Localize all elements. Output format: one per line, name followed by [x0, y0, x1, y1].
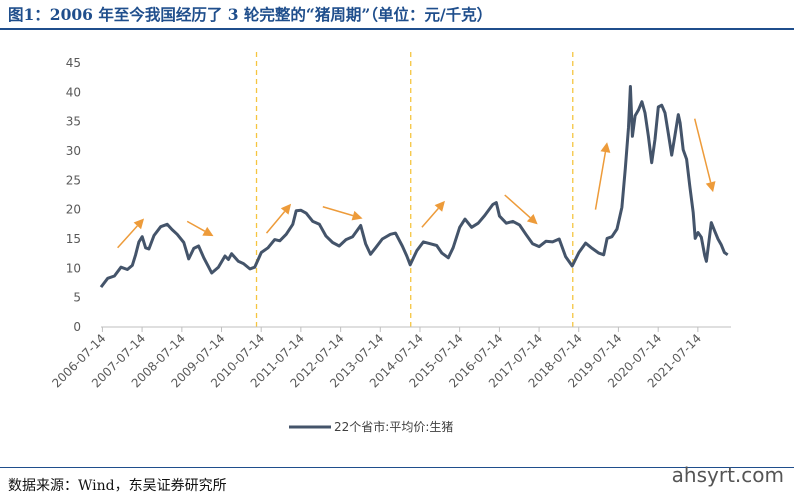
trend-arrow: [504, 194, 538, 225]
y-tick-label: 0: [73, 320, 81, 334]
source-note: 数据来源：Wind，东吴证券研究所: [8, 478, 227, 494]
y-tick-label: 35: [66, 115, 81, 129]
title-rule: [0, 28, 794, 30]
trend-arrow: [186, 220, 214, 237]
trend-arrow: [693, 118, 716, 193]
y-tick-label: 10: [66, 261, 81, 275]
chart-title: 图1：2006 年至今我国经历了 3 轮完整的“猪周期”（单位：元/千克）: [8, 5, 493, 24]
y-axis: 0 5 10 15 20 25 30 35 40 45: [66, 56, 81, 334]
trend-arrows: [117, 118, 716, 249]
legend: 22个省市:平均价:生猪: [289, 419, 453, 434]
y-tick-label: 25: [66, 173, 81, 187]
watermark: ahsyrt.com: [671, 463, 784, 487]
y-tick-label: 40: [66, 85, 81, 99]
trend-arrow: [421, 200, 445, 228]
trend-arrow: [265, 203, 292, 234]
legend-label: 22个省市:平均价:生猪: [334, 419, 453, 434]
y-tick-label: 30: [66, 144, 81, 158]
cycle-dividers: [255, 52, 574, 327]
y-tick-label: 15: [66, 232, 81, 246]
trend-arrow: [322, 206, 363, 221]
y-tick-label: 20: [66, 203, 81, 217]
footer-rule: [0, 467, 794, 468]
y-tick-label: 5: [73, 291, 81, 305]
series-line-hog-price: [99, 85, 729, 289]
y-tick-label: 45: [66, 56, 81, 70]
trend-arrow: [594, 142, 611, 210]
trend-arrow: [117, 218, 145, 249]
line-chart: 0 5 10 15 20 25 30 35 40 45 2006-07-142007-07-142…: [49, 52, 731, 434]
x-axis: 2006-07-142007-07-142008-07-142009-07-14…: [49, 327, 704, 390]
